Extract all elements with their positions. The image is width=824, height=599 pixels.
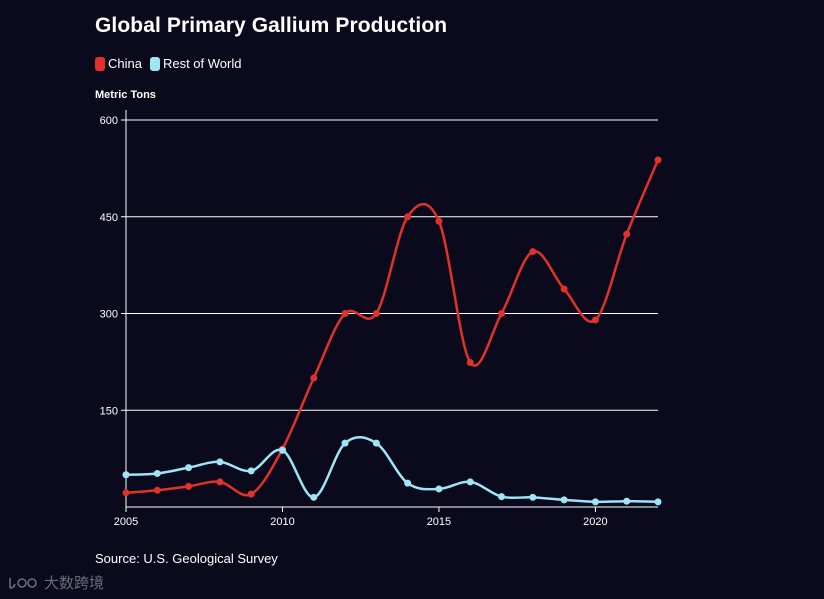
y-tick-label-150: 150 (100, 405, 118, 417)
point-china-2019[interactable] (560, 285, 568, 293)
point-china-2016[interactable] (466, 359, 474, 367)
point-china-2015[interactable] (435, 217, 443, 225)
legend-swatch-rest-of-world (149, 56, 160, 71)
point-rest-of-world-2005[interactable] (122, 471, 130, 479)
axes: 150 300 450 600 2005 2010 2015 2020 (100, 110, 658, 528)
point-rest-of-world-2009[interactable] (247, 467, 255, 475)
point-china-2005[interactable] (122, 489, 130, 497)
point-rest-of-world-2006[interactable] (153, 469, 161, 477)
point-rest-of-world-2013[interactable] (372, 439, 380, 447)
legend-label-rest-of-world: Rest of World (162, 56, 242, 71)
x-tick-label-2015: 2015 (427, 516, 451, 528)
point-rest-of-world-2012[interactable] (341, 439, 349, 447)
point-china-2011[interactable] (310, 374, 318, 382)
x-tick-label-2020: 2020 (583, 516, 607, 528)
point-rest-of-world-2017[interactable] (498, 493, 506, 501)
legend-item-rest-of-world[interactable]: Rest of World (149, 56, 242, 71)
legend: China Rest of World (95, 56, 249, 71)
y-tick-label-300: 300 (100, 309, 118, 321)
legend-swatch-china (95, 56, 105, 71)
series-china (122, 156, 662, 498)
point-china-2017[interactable] (498, 310, 506, 317)
x-tick-label-2010: 2010 (270, 516, 294, 528)
legend-label-china: China (108, 56, 142, 71)
point-china-2020[interactable] (591, 316, 599, 324)
point-rest-of-world-2020[interactable] (591, 498, 599, 506)
point-rest-of-world-2014[interactable] (404, 479, 412, 487)
line-china (124, 158, 660, 497)
point-china-2012[interactable] (341, 310, 349, 317)
legend-item-china[interactable]: China (95, 56, 142, 71)
point-rest-of-world-2007[interactable] (185, 464, 193, 472)
y-tick-label-600: 600 (100, 115, 118, 127)
point-rest-of-world-2021[interactable] (623, 497, 631, 505)
point-china-2021[interactable] (623, 230, 631, 238)
point-rest-of-world-2015[interactable] (435, 485, 443, 493)
watermark: 大数跨境 (8, 572, 104, 593)
point-rest-of-world-2019[interactable] (560, 496, 568, 504)
point-china-2009[interactable] (247, 490, 255, 498)
point-china-2018[interactable] (529, 248, 537, 256)
y-axis-label: Metric Tons (95, 89, 156, 101)
y-tick-label-450: 450 (100, 212, 118, 224)
source-note: Source: U.S. Geological Survey (95, 551, 278, 566)
gridlines (126, 119, 658, 411)
series-rest-of-world (122, 436, 662, 506)
line-rest-of-world (124, 436, 660, 504)
brand-logo-icon (9, 577, 37, 589)
point-rest-of-world-2022[interactable] (654, 498, 662, 506)
point-rest-of-world-2016[interactable] (466, 478, 474, 486)
point-china-2006[interactable] (153, 486, 161, 494)
point-rest-of-world-2011[interactable] (310, 493, 318, 501)
point-china-2013[interactable] (372, 310, 380, 317)
watermark-text: 大数跨境 (44, 575, 105, 592)
point-rest-of-world-2018[interactable] (529, 493, 537, 501)
point-china-2007[interactable] (185, 482, 193, 490)
point-rest-of-world-2008[interactable] (216, 458, 224, 466)
chart-title: Global Primary Gallium Production (95, 14, 448, 37)
point-china-2008[interactable] (216, 478, 224, 486)
point-china-2022[interactable] (654, 156, 662, 164)
x-tick-label-2005: 2005 (114, 516, 138, 528)
point-china-2014[interactable] (404, 213, 412, 221)
series-layer (122, 156, 662, 506)
point-rest-of-world-2010[interactable] (278, 446, 286, 454)
